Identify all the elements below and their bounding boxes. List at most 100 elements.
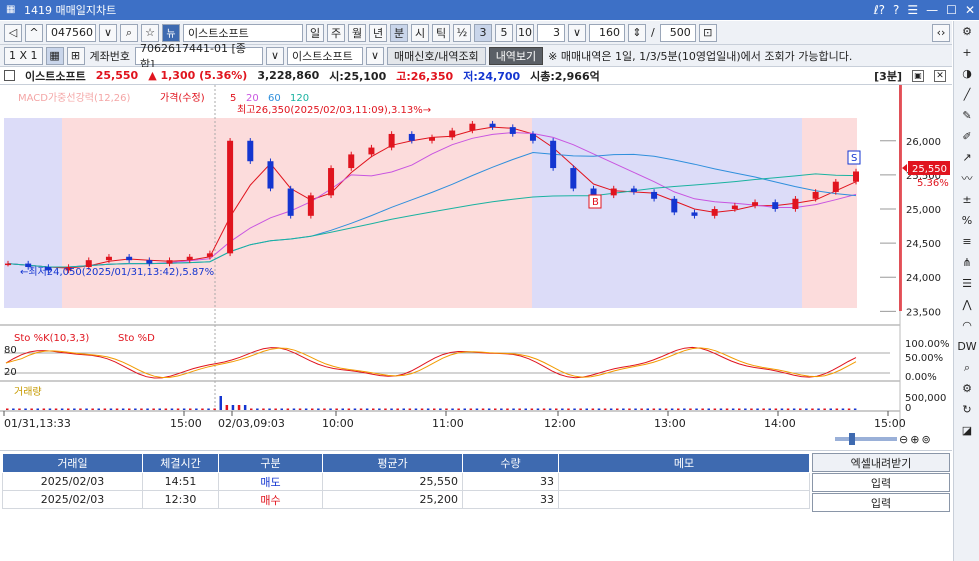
link-icon[interactable]: ℓ?	[873, 3, 886, 17]
minute-5[interactable]: 5	[495, 23, 513, 42]
cell-date: 2025/02/03	[2, 490, 143, 509]
menu-icon[interactable]: ☰	[907, 3, 919, 17]
tool-fork-icon[interactable]: ⋔	[962, 256, 972, 269]
volume-bar	[744, 408, 747, 410]
period-minute[interactable]: 분	[390, 23, 408, 42]
search-icon[interactable]: ⌕	[120, 23, 138, 42]
count-stepper-icon[interactable]: ⇕	[628, 23, 646, 42]
th-date[interactable]: 거래일	[2, 453, 143, 473]
minute-3[interactable]: 3	[474, 23, 492, 42]
code-dropdown-icon[interactable]: ∨	[99, 23, 117, 42]
apply-icon[interactable]: ⊡	[698, 23, 717, 42]
tool-refresh-icon[interactable]: ↻	[962, 403, 972, 416]
cell-memo[interactable]	[558, 472, 810, 491]
grid-icon[interactable]: ▦	[45, 46, 64, 65]
max-input[interactable]: 500	[659, 23, 696, 42]
nav-right-icon[interactable]: ‹›	[932, 23, 950, 42]
period-year[interactable]: 년	[369, 23, 387, 42]
up-icon[interactable]: ^	[25, 23, 43, 42]
volume-bar	[786, 408, 790, 410]
signal-button[interactable]: 매매신호/내역조회	[387, 46, 486, 65]
stock-select[interactable]: 이스트소프트	[287, 46, 364, 65]
interval-dropdown-icon[interactable]: ∨	[568, 23, 586, 42]
tool-dm-icon[interactable]: DW	[957, 340, 977, 353]
help-icon[interactable]: ?	[893, 3, 900, 17]
tool-cursor-icon[interactable]: ◑	[962, 67, 972, 80]
table-row[interactable]: 2025/02/03 14:51 매도 25,550 33	[2, 472, 810, 491]
minute-10[interactable]: 10	[516, 23, 534, 42]
close-icon[interactable]: ✕	[964, 3, 975, 17]
stock-name-field[interactable]: 이스트소프트	[183, 23, 303, 42]
tool-arc-icon[interactable]: ◠	[962, 319, 972, 332]
panel-close-icon[interactable]: ✕	[934, 69, 946, 82]
minimize-icon[interactable]: —	[926, 3, 939, 17]
tool-add-icon[interactable]: +	[962, 46, 972, 59]
stoch-tick-label: 50.00%	[905, 353, 943, 364]
grid-layout-button[interactable]: 1 X 1	[4, 46, 43, 65]
zoom-out-icon[interactable]: ⊖	[899, 432, 909, 446]
input-button-2[interactable]: 입력	[812, 493, 950, 512]
table-icon[interactable]: ⊞	[66, 46, 85, 65]
volume-bar	[652, 408, 656, 410]
period-day[interactable]: 일	[306, 23, 324, 42]
th-time[interactable]: 체결시간	[142, 453, 219, 473]
th-type[interactable]: 구분	[218, 453, 323, 473]
tool-box-icon[interactable]: ◪	[961, 424, 973, 437]
tool-line-icon[interactable]: ╱	[963, 88, 971, 101]
checkbox-icon[interactable]	[4, 70, 15, 81]
candle-body	[671, 198, 678, 213]
tool-pen-icon[interactable]: ✎	[962, 109, 972, 122]
tool-plusminus-icon[interactable]: ±	[962, 193, 972, 206]
input-button-1[interactable]: 입력	[812, 473, 950, 492]
volume-bar	[853, 408, 857, 410]
volume-bar	[384, 408, 387, 410]
volume-bar	[707, 408, 710, 410]
prev-icon[interactable]: ◁	[4, 23, 22, 42]
zoom-reset-icon[interactable]: ⊚	[921, 432, 931, 446]
zoom-in-icon[interactable]: ⊕	[910, 432, 920, 446]
candle-body	[711, 209, 718, 216]
cell-time: 14:51	[142, 472, 219, 491]
interval-input[interactable]: 3	[537, 23, 565, 42]
th-memo[interactable]: 메모	[558, 453, 810, 473]
tool-equal-icon[interactable]: ≡	[962, 235, 972, 248]
volume-bar	[54, 408, 58, 410]
history-button[interactable]: 내역보기	[488, 46, 544, 65]
ratio-button[interactable]: ½	[453, 23, 471, 42]
tool-fan-icon[interactable]: ⋀	[962, 298, 972, 311]
stock-dropdown-icon[interactable]: ∨	[366, 46, 385, 65]
period-hour[interactable]: 시	[411, 23, 429, 42]
count-input[interactable]: 160	[589, 23, 625, 42]
th-avg-price[interactable]: 평균가	[322, 453, 463, 473]
cell-memo[interactable]	[558, 490, 810, 509]
tool-config-icon[interactable]: ⚙	[962, 25, 972, 38]
price-chart[interactable]: MACD가중선강력(12,26) 가격(수정) 5 20 60 120 최고26…	[0, 85, 952, 430]
volume-bar	[79, 408, 82, 410]
title-bar: ▦ 1419 매매일지차트 ℓ? ? ☰ — ☐ ✕	[0, 0, 979, 20]
panel-max-icon[interactable]: ▣	[912, 69, 924, 82]
excel-download-button[interactable]: 엑셀내려받기	[812, 453, 950, 472]
account-field[interactable]: 7062617441-01 [종합]	[135, 42, 264, 71]
account-dropdown-icon[interactable]: ∨	[266, 46, 285, 65]
candle-body	[792, 198, 799, 209]
period-tick[interactable]: 틱	[432, 23, 450, 42]
tool-zoom-icon[interactable]: ⌕	[963, 361, 971, 374]
period-week[interactable]: 주	[327, 23, 345, 42]
code-input[interactable]: 047560	[46, 23, 96, 42]
tool-list-icon[interactable]: ☰	[962, 277, 972, 290]
candle-body	[25, 263, 32, 267]
th-qty[interactable]: 수량	[462, 453, 559, 473]
volume-bar	[42, 408, 46, 410]
table-row[interactable]: 2025/02/03 12:30 매수 25,200 33	[2, 490, 810, 509]
tool-settings-icon[interactable]: ⚙	[962, 382, 972, 395]
tool-percent-icon[interactable]: %	[961, 214, 973, 227]
tool-trend-icon[interactable]: ↗	[962, 151, 972, 164]
tool-wave-icon[interactable]: 〰	[961, 172, 973, 185]
maximize-icon[interactable]: ☐	[946, 3, 957, 17]
tool-brush-icon[interactable]: ✐	[962, 130, 972, 143]
volume-bar	[555, 408, 558, 410]
favorite-icon[interactable]: ☆	[141, 23, 159, 42]
volume-bar	[494, 408, 497, 410]
period-month[interactable]: 월	[348, 23, 366, 42]
zoom-slider[interactable]	[835, 433, 897, 445]
